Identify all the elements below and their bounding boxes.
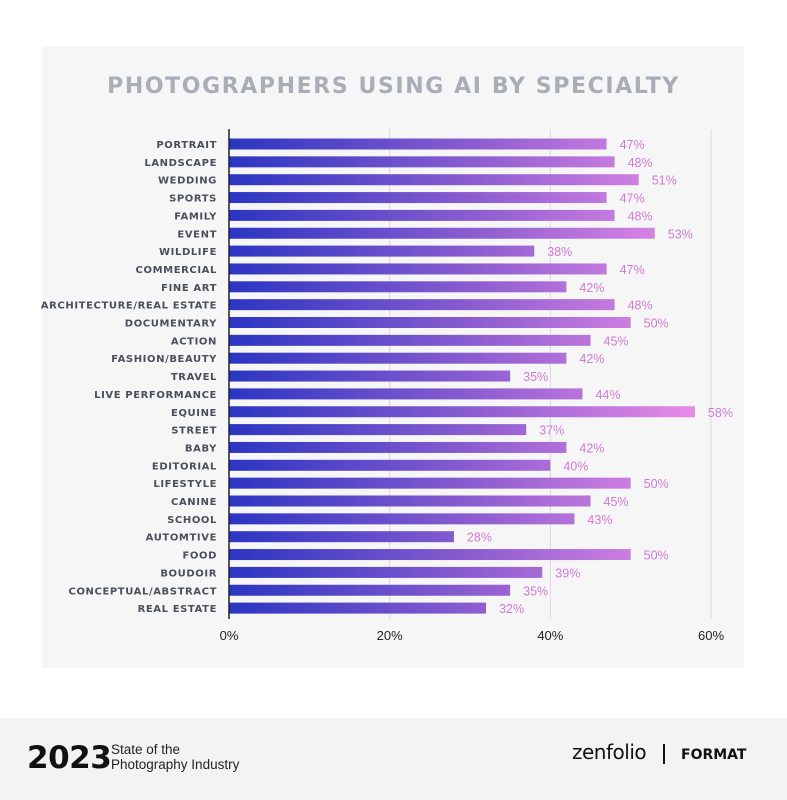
x-tick-label: 0% bbox=[220, 628, 239, 643]
value-label: 38% bbox=[547, 245, 572, 259]
category-label: FINE ART bbox=[161, 283, 217, 294]
value-label: 50% bbox=[644, 549, 669, 563]
category-label: LIFESTYLE bbox=[153, 479, 217, 490]
bar bbox=[229, 388, 583, 400]
category-label: ARCHITECTURE/REAL ESTATE bbox=[41, 301, 217, 312]
bar bbox=[229, 531, 454, 543]
value-label: 45% bbox=[604, 495, 629, 509]
value-label: 42% bbox=[579, 352, 604, 366]
brand-divider bbox=[663, 744, 665, 764]
category-label: FASHION/BEAUTY bbox=[111, 354, 217, 365]
value-label: 53% bbox=[668, 227, 693, 241]
value-label: 50% bbox=[644, 477, 669, 491]
category-label: SPORTS bbox=[169, 194, 217, 205]
bar bbox=[229, 602, 487, 614]
report-title-line1: State of the bbox=[111, 742, 181, 757]
value-label: 50% bbox=[644, 317, 669, 331]
bar bbox=[229, 566, 543, 578]
bar bbox=[229, 513, 575, 525]
value-label: 45% bbox=[604, 334, 629, 348]
bar bbox=[229, 459, 551, 471]
category-label: REAL ESTATE bbox=[138, 604, 217, 615]
value-label: 48% bbox=[628, 156, 653, 170]
bar bbox=[229, 263, 607, 275]
zenfolio-logo: zenfolio bbox=[572, 740, 647, 764]
report-title-line2: Photography Industry bbox=[111, 757, 240, 772]
value-label: 35% bbox=[523, 584, 548, 598]
bar bbox=[229, 441, 567, 453]
value-label: 47% bbox=[620, 263, 645, 277]
value-label: 47% bbox=[620, 138, 645, 152]
category-label: STREET bbox=[171, 426, 217, 437]
chart-title: PHOTOGRAPHERS USING AI BY SPECIALTY bbox=[107, 74, 680, 99]
bar bbox=[229, 406, 695, 418]
value-label: 51% bbox=[652, 174, 677, 188]
category-label: ACTION bbox=[171, 336, 217, 347]
category-label: CONCEPTUAL/ABSTRACT bbox=[69, 586, 218, 597]
bar bbox=[229, 174, 639, 186]
value-label: 28% bbox=[467, 531, 492, 545]
report-year: 2023 bbox=[27, 740, 112, 776]
category-label: AUTOMTIVE bbox=[146, 533, 217, 544]
value-label: 35% bbox=[523, 370, 548, 384]
bar bbox=[229, 549, 631, 561]
category-label: DOCUMENTARY bbox=[125, 319, 217, 330]
category-label: TRAVEL bbox=[171, 372, 217, 383]
category-label: LIVE PERFORMANCE bbox=[94, 390, 217, 401]
bar bbox=[229, 352, 567, 364]
format-logo: FORMAT bbox=[681, 747, 747, 763]
bar bbox=[229, 281, 567, 293]
bar bbox=[229, 245, 535, 257]
value-label: 58% bbox=[708, 406, 733, 420]
report-title: State of the Photography Industry bbox=[111, 742, 271, 772]
category-label: PORTRAIT bbox=[156, 140, 217, 151]
bar bbox=[229, 156, 615, 168]
category-label: SCHOOL bbox=[167, 515, 217, 526]
category-label: FAMILY bbox=[174, 211, 217, 222]
bar bbox=[229, 495, 591, 507]
category-label: EQUINE bbox=[171, 408, 217, 419]
category-label: FOOD bbox=[182, 551, 217, 562]
value-label: 43% bbox=[587, 513, 612, 527]
category-label: CANINE bbox=[171, 497, 217, 508]
value-label: 32% bbox=[499, 602, 524, 616]
category-label: WILDLIFE bbox=[159, 247, 217, 258]
x-tick-label: 40% bbox=[537, 628, 563, 643]
value-label: 42% bbox=[579, 441, 604, 455]
value-label: 47% bbox=[620, 192, 645, 206]
bar bbox=[229, 227, 655, 239]
value-label: 37% bbox=[539, 424, 564, 438]
category-label: LANDSCAPE bbox=[144, 158, 217, 169]
bar bbox=[229, 584, 511, 596]
value-label: 48% bbox=[628, 299, 653, 313]
value-label: 40% bbox=[563, 459, 588, 473]
bar bbox=[229, 192, 607, 204]
value-label: 44% bbox=[595, 388, 620, 402]
bar bbox=[229, 299, 615, 311]
bar bbox=[229, 209, 615, 221]
bar bbox=[229, 334, 591, 346]
bar-chart: PORTRAIT 47% LANDSCAPE 48% WEDDING 51% SPORTS 4… bbox=[41, 129, 733, 643]
value-label: 39% bbox=[555, 566, 580, 580]
bar bbox=[229, 370, 511, 382]
bar bbox=[229, 477, 631, 489]
bar bbox=[229, 138, 607, 150]
value-label: 42% bbox=[579, 281, 604, 295]
footer: 2023 State of the Photography Industry z… bbox=[0, 718, 787, 800]
category-label: COMMERCIAL bbox=[136, 265, 217, 276]
category-label: EVENT bbox=[177, 229, 217, 240]
category-label: WEDDING bbox=[158, 176, 217, 187]
value-label: 48% bbox=[628, 209, 653, 223]
category-label: BABY bbox=[185, 443, 217, 454]
bar bbox=[229, 424, 527, 436]
bar bbox=[229, 317, 631, 328]
x-tick-label: 20% bbox=[377, 628, 403, 643]
category-label: BOUDOIR bbox=[160, 568, 217, 579]
x-tick-label: 60% bbox=[698, 628, 724, 643]
category-label: EDITORIAL bbox=[152, 461, 217, 472]
